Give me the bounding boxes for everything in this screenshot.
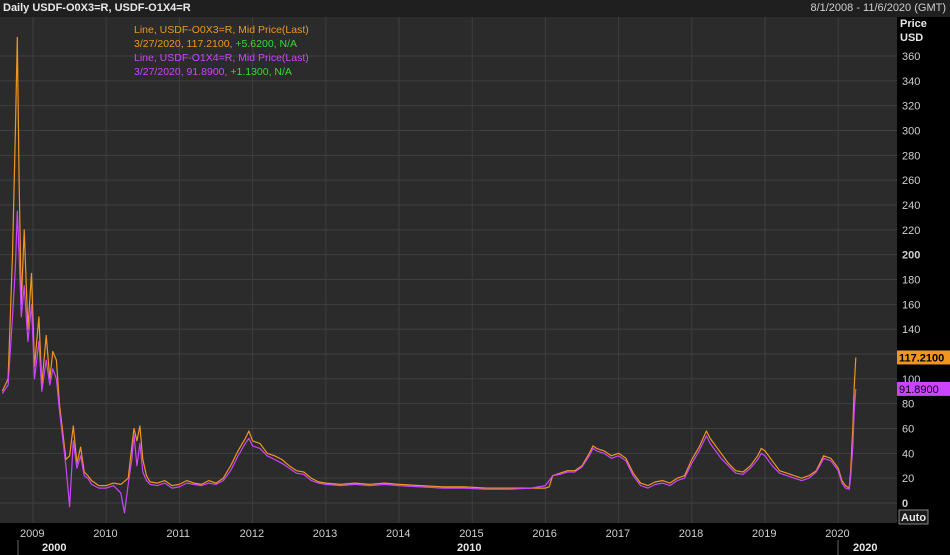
x-tick-label: 2014 — [386, 528, 410, 540]
auto-button-frame[interactable] — [898, 509, 929, 525]
decade-label: 2000 — [42, 542, 66, 554]
y-tick-label: 80 — [902, 399, 914, 411]
x-tick-label: 2011 — [166, 528, 190, 540]
y-axis-header-price: Price — [900, 18, 927, 30]
x-tick-label: 2019 — [752, 528, 776, 540]
last-value-label-orange: 117.2100 — [899, 352, 944, 364]
chart-header: Daily USDF-O0X3=R, USDF-O1X4=R 8/1/2008 … — [0, 0, 950, 17]
series-layer — [1, 36, 857, 514]
legend-series-2-values: 3/27/2020, 91.8900, +1.1300, N/A — [134, 66, 292, 78]
y-tick-label: 200 — [902, 250, 920, 262]
grid-lines — [0, 17, 897, 523]
last-value-tag-purple: 91.8900 — [897, 381, 950, 396]
last-value-tag-orange: 117.2100 — [897, 350, 950, 365]
legend-series-1-change: +5.6200 — [235, 38, 273, 50]
y-axis-header-currency: USD — [900, 32, 923, 44]
auto-button-label[interactable]: Auto — [901, 512, 926, 524]
y-tick-label: 40 — [902, 448, 914, 460]
y-tick-label: 240 — [902, 200, 920, 212]
y-tick-label: 160 — [902, 299, 920, 311]
x-tick-label: 2013 — [313, 528, 337, 540]
x-tick-label: 2016 — [532, 528, 556, 540]
y-tick-label: 220 — [902, 225, 920, 237]
plot-area[interactable] — [0, 17, 897, 523]
legend-series-1-date-value: 3/27/2020, 117.2100, — [134, 38, 235, 50]
y-tick-label: 20 — [902, 473, 914, 485]
x-tick-label: 2009 — [20, 528, 44, 540]
x-tick-label: 2012 — [240, 528, 264, 540]
x-axis-ticks: 2009 2010 2011 2012 2013 2014 2015 2016 2017 2018… — [20, 528, 850, 540]
y-tick-label: 0 — [902, 498, 908, 510]
legend-series-1-values: 3/27/2020, 117.2100, +5.6200, N/A — [134, 38, 297, 50]
auto-button[interactable]: Auto — [898, 509, 929, 525]
legend-series-1-title: Line, USDF-O0X3=R, Mid Price(Last) — [134, 24, 309, 36]
legend: Line, USDF-O0X3=R, Mid Price(Last) 3/27/… — [134, 24, 309, 78]
series-line-2 — [1, 210, 857, 514]
x-tick-label: 2018 — [679, 528, 703, 540]
y-tick-label: 300 — [902, 126, 920, 138]
last-value-label-purple: 91.8900 — [899, 384, 939, 396]
y-tick-label: 320 — [902, 101, 920, 113]
series-line-1 — [1, 36, 857, 489]
y-tick-label: 340 — [902, 76, 920, 88]
x-tick-label: 2020 — [825, 528, 849, 540]
y-tick-label: 260 — [902, 175, 920, 187]
y-tick-label: 180 — [902, 275, 920, 287]
y-tick-label: 280 — [902, 150, 920, 162]
y-axis-panel[interactable] — [897, 17, 950, 555]
legend-series-2-date-value: 3/27/2020, 91.8900, — [134, 66, 230, 78]
x-axis-panel[interactable] — [0, 523, 897, 555]
x-tick-label: 2017 — [606, 528, 630, 540]
last-value-tag-purple-bg — [897, 381, 950, 396]
decade-label: 2010 — [457, 542, 481, 554]
last-value-tag-orange-bg — [897, 350, 950, 365]
y-tick-label: 140 — [902, 324, 920, 336]
decade-labels: 2000 2010 2020 — [17, 540, 877, 555]
legend-series-2-change: +1.1300 — [230, 66, 268, 78]
legend-series-2-na: , N/A — [269, 66, 292, 78]
chart-title: Daily USDF-O0X3=R, USDF-O1X4=R — [3, 2, 191, 14]
x-tick-label: 2010 — [93, 528, 117, 540]
y-tick-label: 60 — [902, 424, 914, 436]
date-range[interactable]: 8/1/2008 - 11/6/2020 (GMT) — [810, 2, 946, 14]
x-tick-label: 2015 — [459, 528, 483, 540]
legend-series-2-title: Line, USDF-O1X4=R, Mid Price(Last) — [134, 52, 309, 64]
legend-series-1-na: , N/A — [274, 38, 297, 50]
decade-label: 2020 — [853, 542, 877, 554]
y-tick-label: 360 — [902, 51, 920, 63]
